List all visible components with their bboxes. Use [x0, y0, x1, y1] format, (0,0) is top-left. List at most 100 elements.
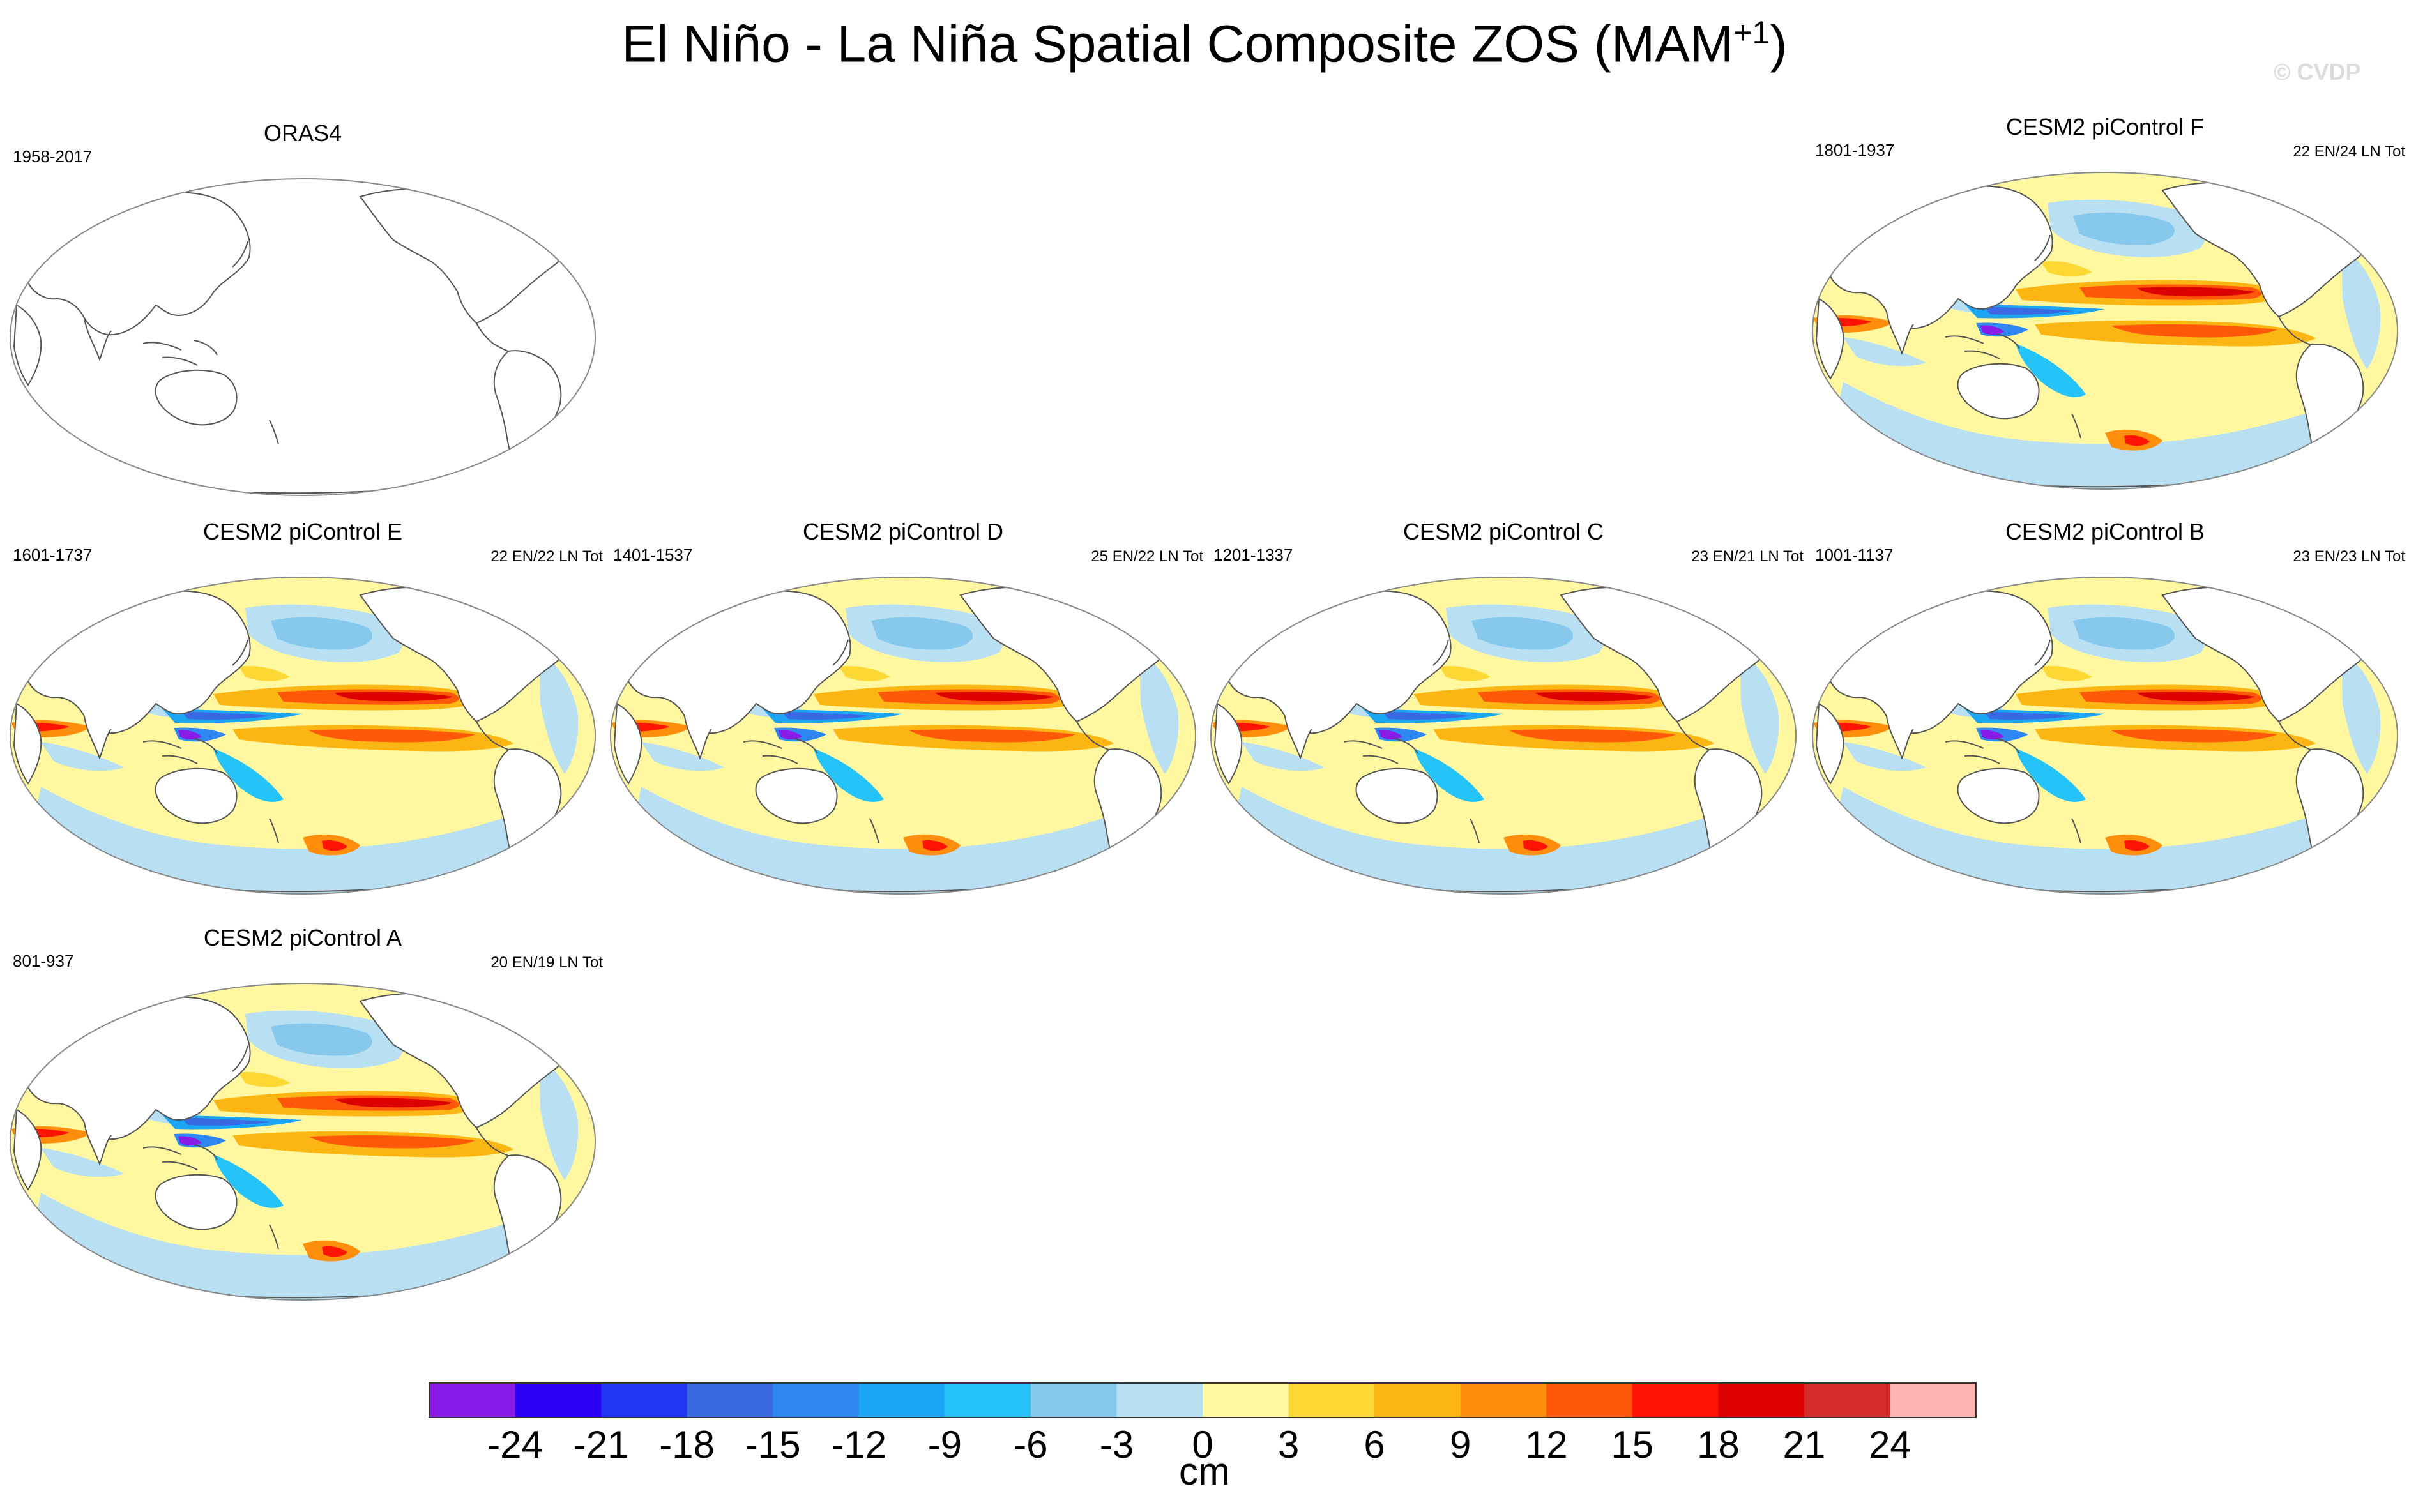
panel-title: CESM2 piControl D — [802, 518, 1004, 545]
equatorial-warm-south-core — [1510, 729, 1676, 743]
panel-counts: 23 EN/21 LN Tot — [1691, 548, 1804, 565]
map-content — [10, 983, 595, 1300]
africa-outline — [613, 702, 642, 785]
indonesia-islands — [142, 340, 218, 366]
south-pacific-cold-arm — [1414, 748, 1484, 802]
equatorial-cold-west-core — [181, 711, 271, 720]
equatorial-cold-west-core — [181, 1117, 271, 1126]
new-zealand-outline — [2071, 413, 2081, 439]
new-zealand-outline — [269, 818, 279, 843]
map-panel-a: CESM2 piControl A 801-937 20 EN/19 LN To… — [3, 925, 603, 1301]
map-border — [1812, 577, 2398, 895]
watermark: © CVDP — [2274, 59, 2361, 85]
colorbar-swatch — [1288, 1383, 1375, 1418]
south-pacific-cold-arm — [2016, 344, 2086, 397]
new-zealand-outline — [869, 818, 879, 843]
india-outline — [684, 716, 712, 760]
kuroshio-warm — [239, 1071, 290, 1087]
figure-title-superscript: +1 — [1733, 15, 1770, 50]
australia-landmass — [155, 369, 238, 426]
atlantic-negative — [1740, 653, 1779, 774]
australia-landmass — [155, 767, 238, 824]
map-svg — [610, 577, 1196, 895]
maritime-continent-cold-peak — [178, 730, 202, 740]
map-svg — [1210, 577, 1797, 895]
equatorial-warm-south-core — [2111, 729, 2277, 743]
atlantic-negative — [539, 1059, 579, 1180]
south-pacific-warm-spot-core — [1523, 840, 1548, 851]
map-border — [1812, 172, 2398, 490]
south-indian-negative — [1843, 337, 1926, 367]
central-america-outline — [476, 1127, 509, 1156]
panel-counts: 22 EN/22 LN Tot — [490, 548, 603, 565]
indonesia-islands — [1945, 333, 2020, 359]
japan-outline — [232, 241, 248, 268]
panel-years: 1801-1937 — [1815, 140, 1895, 160]
map-border — [10, 577, 596, 895]
panel-years: 1958-2017 — [13, 147, 93, 166]
indonesia-islands — [1945, 738, 2020, 764]
panel-counts: 25 EN/22 LN Tot — [1091, 548, 1203, 565]
south-indian-negative — [641, 742, 724, 771]
kuroshio-warm — [239, 665, 290, 681]
atlantic-negative — [2341, 653, 2381, 774]
map-border — [1210, 577, 1797, 895]
panel-years: 1401-1537 — [613, 545, 693, 564]
south-pacific-warm-spot-core — [2124, 840, 2150, 851]
africa-outline — [1815, 702, 1844, 785]
new-zealand-outline — [1470, 818, 1480, 843]
map-svg — [1812, 577, 2398, 895]
colorbar-swatch — [1030, 1383, 1117, 1418]
africa-outline — [1213, 702, 1243, 785]
equatorial-warm-south-core — [2111, 324, 2277, 338]
central-america-outline — [1676, 721, 1710, 750]
colorbar-swatch — [429, 1383, 516, 1418]
map-panel-f: CESM2 piControl F 1801-1937 22 EN/24 LN … — [1805, 114, 2405, 490]
japan-outline — [1432, 639, 1449, 666]
equatorial-cold-west-core — [1984, 711, 2073, 720]
north-pacific-negative-core — [871, 617, 973, 650]
colorbar-swatch — [1374, 1383, 1461, 1418]
colorbar-swatch — [687, 1383, 773, 1418]
map-svg — [10, 577, 596, 895]
panel-title: CESM2 piControl A — [203, 925, 402, 951]
map-content — [1812, 172, 2398, 489]
japan-outline — [232, 639, 248, 666]
australia-landmass — [1355, 767, 1438, 824]
south-pacific-cold-arm — [2016, 748, 2086, 802]
equatorial-warm-north-peak — [2137, 692, 2255, 702]
africa-outline — [13, 702, 42, 785]
maritime-continent-cold-peak — [178, 1136, 202, 1146]
kuroshio-warm — [2041, 261, 2092, 276]
colorbar-swatch — [1890, 1383, 1977, 1418]
colorbar-swatch — [601, 1383, 688, 1418]
equatorial-warm-south-core — [909, 729, 1075, 743]
india-outline — [1284, 716, 1312, 760]
south-pacific-warm-spot-core — [322, 1246, 347, 1257]
new-zealand-outline — [269, 1224, 279, 1250]
maritime-continent-cold-peak — [1980, 730, 2004, 740]
south-pacific-cold-arm — [814, 748, 884, 802]
map-svg — [10, 983, 596, 1301]
india-outline — [1886, 716, 1914, 760]
map-border — [10, 983, 596, 1301]
map-border — [610, 577, 1196, 895]
south-pacific-warm-spot-core — [922, 840, 948, 851]
panel-years: 1601-1737 — [13, 545, 93, 564]
maritime-continent-cold-peak — [1980, 325, 2004, 335]
equatorial-cold-west-core — [1382, 711, 1471, 720]
australia-landmass — [755, 767, 838, 824]
colorbar-swatch — [1203, 1383, 1289, 1418]
panel-title: ORAS4 — [263, 120, 342, 146]
equatorial-warm-north-peak — [935, 692, 1053, 702]
map-content — [1211, 577, 1796, 894]
southern-ocean-negative — [635, 787, 1178, 894]
colorbar-swatch — [1546, 1383, 1633, 1418]
figure-title-close: ) — [1770, 15, 1788, 73]
central-america-outline — [1076, 721, 1109, 750]
kuroshio-warm — [1440, 665, 1491, 681]
central-america-outline — [476, 721, 509, 750]
atlantic-negative — [2341, 248, 2381, 369]
